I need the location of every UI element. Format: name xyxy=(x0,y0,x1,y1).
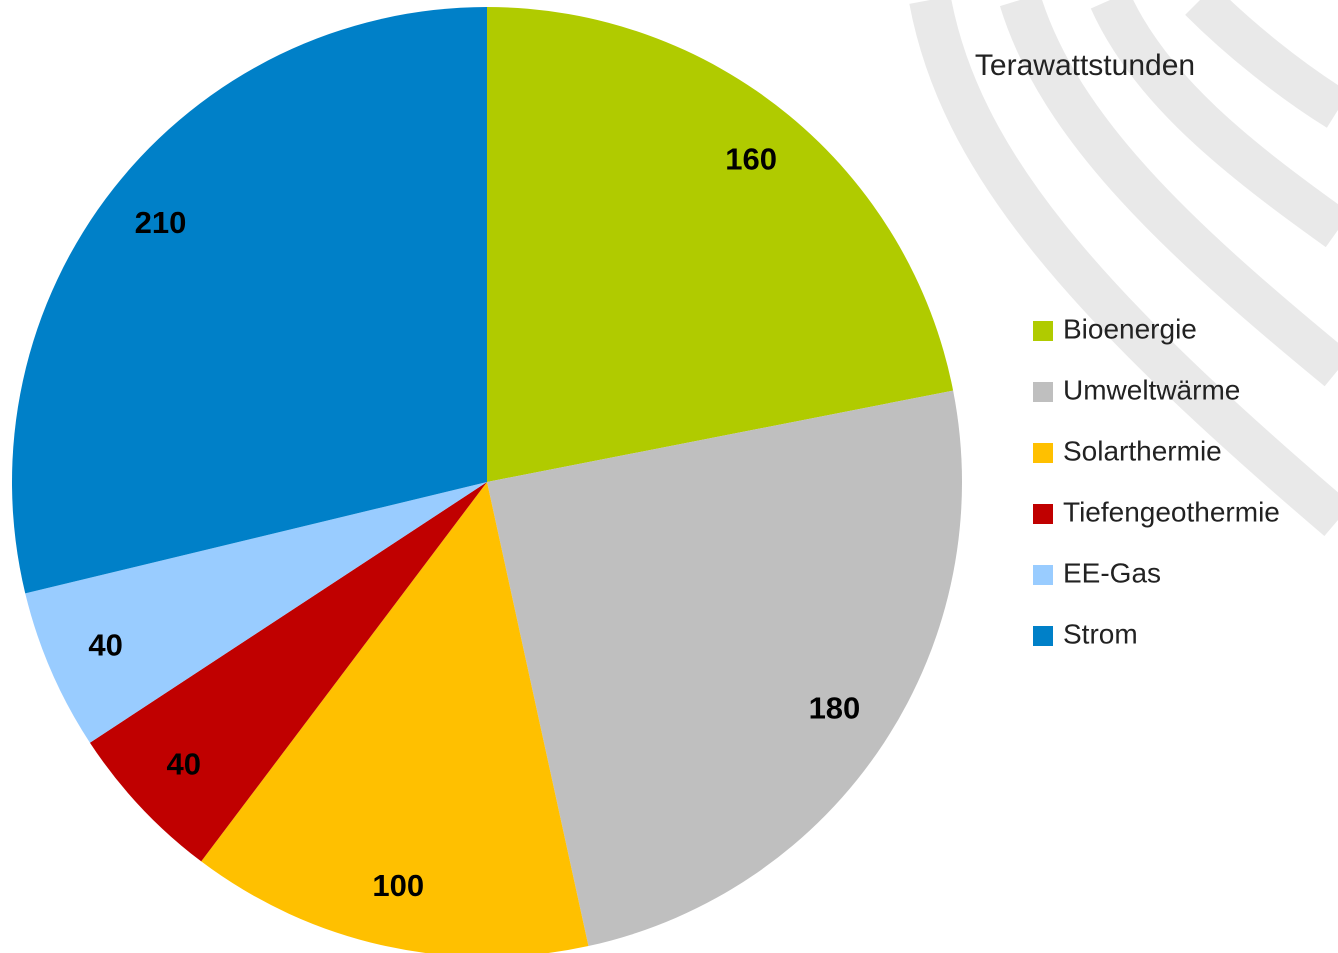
legend-swatch xyxy=(1033,443,1053,463)
pie-slice xyxy=(25,482,487,743)
legend-swatch xyxy=(1033,504,1053,524)
legend-label: Umweltwärme xyxy=(1063,374,1240,405)
data-label: 40 xyxy=(167,746,201,781)
legend-swatch xyxy=(1033,565,1053,585)
legend-label: Tiefengeothermie xyxy=(1063,496,1280,527)
pie: 160 180 100 40 40 210 xyxy=(11,7,962,953)
background-decoration xyxy=(909,0,1338,536)
legend: Bioenergie Umweltwärme Solarthermie Tiefeng… xyxy=(1033,313,1280,649)
data-label: 180 xyxy=(809,690,861,725)
data-label: 40 xyxy=(88,627,122,662)
pie-slice xyxy=(487,390,962,947)
legend-swatch xyxy=(1033,321,1053,341)
data-label: 160 xyxy=(725,141,777,176)
pie-slice xyxy=(11,7,487,594)
legend-swatch xyxy=(1033,382,1053,402)
pie-slice xyxy=(487,7,954,482)
pie-slice xyxy=(89,482,487,862)
legend-label: Solarthermie xyxy=(1063,435,1222,466)
pie-slice xyxy=(201,482,589,953)
data-label: 100 xyxy=(372,868,424,903)
chart-title: Terawattstunden xyxy=(975,49,1195,82)
legend-swatch xyxy=(1033,626,1053,646)
legend-label: Strom xyxy=(1063,618,1138,649)
legend-label: Bioenergie xyxy=(1063,313,1197,344)
legend-label: EE-Gas xyxy=(1063,557,1161,588)
data-label: 210 xyxy=(135,205,187,240)
